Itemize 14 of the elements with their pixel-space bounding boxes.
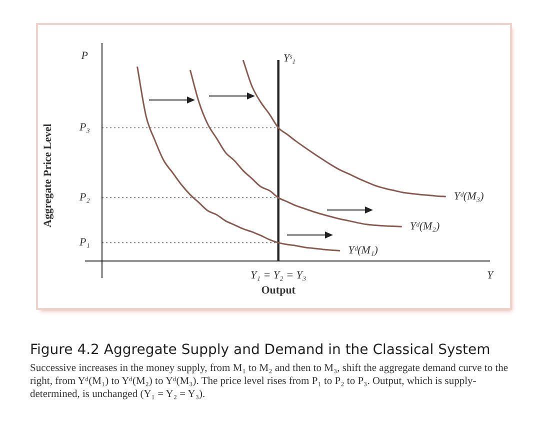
series-label: Yᵈ(M₂) <box>410 220 440 233</box>
x-tick-label: Y <box>486 269 495 282</box>
ref-line-label: P₃ <box>78 122 90 134</box>
ref-line-label: P₂ <box>78 192 90 204</box>
series-label: Yᵈ(M₁) <box>348 244 378 257</box>
series-label: Yᵈ(M₃) <box>454 190 484 202</box>
annotation: P <box>80 50 88 62</box>
text: Successive increases in the money supply, from M₁ to M₂ and then to M₃, shift the aggregate demand curve to the right, from Yᵈ(M₁) to Yᵈ(M₂) to Yᵈ(M₃). The price level rises from P₁ to P₂ to P₃. Output, which is supply-determined, is unchanged (Y₁ = Y₂ = Y₃). <box>30 362 510 401</box>
text: Figure 4.2 Aggregate Supply and Demand in the Classical System <box>30 342 492 358</box>
ref-line-label: Yˢ₁ <box>283 52 296 64</box>
y-axis-title: Aggregate Price Level <box>42 124 54 228</box>
x-tick-label: Y₁ = Y₂ = Y₃ <box>250 269 306 282</box>
ref-line-label: P₁ <box>78 236 90 249</box>
x-axis-title: Output <box>261 284 296 296</box>
